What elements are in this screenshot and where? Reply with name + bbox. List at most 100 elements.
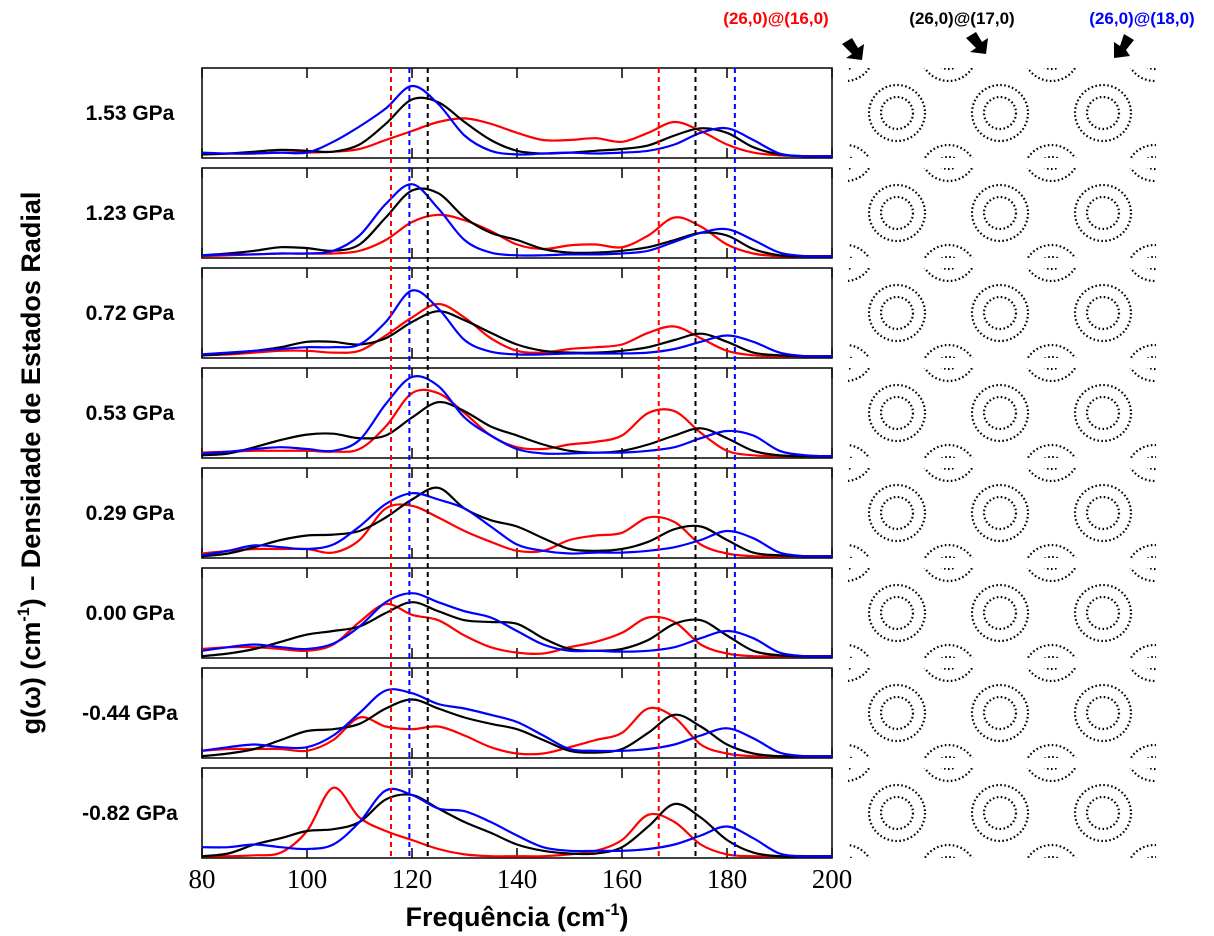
tube-inner xyxy=(982,795,1018,831)
tube-inner xyxy=(982,595,1018,631)
tube-inner xyxy=(778,497,810,529)
panel-label: 1.23 GPa xyxy=(86,202,175,225)
tube-inner xyxy=(982,695,1018,731)
tube-inner xyxy=(1146,68,1156,71)
tube-inner xyxy=(1190,97,1214,129)
tube-image xyxy=(778,568,1214,658)
tube-inner xyxy=(879,195,915,231)
tube-outer xyxy=(1129,368,1156,383)
tube-inner xyxy=(1085,695,1121,731)
tube-inner xyxy=(1085,95,1121,131)
tube-outer xyxy=(1073,83,1133,143)
tube-inner xyxy=(848,356,854,358)
tube-inner xyxy=(1043,555,1060,558)
tube-outer xyxy=(848,644,871,658)
tube-image xyxy=(848,68,1214,158)
series-line xyxy=(201,375,833,458)
tube-image xyxy=(766,368,1156,458)
series-line xyxy=(201,401,833,458)
tube-inner xyxy=(940,455,957,458)
panel-label: -0.44 GPa xyxy=(82,702,178,725)
tube-image xyxy=(766,468,1156,558)
tube-outer xyxy=(970,583,1030,643)
x-axis-label-main: Frequência (cm xyxy=(406,902,606,932)
tube-inner xyxy=(848,768,854,770)
tube-outer xyxy=(923,843,974,858)
tube-inner xyxy=(1190,597,1214,629)
series-line xyxy=(201,688,833,758)
panel-frame xyxy=(201,667,833,759)
tube-inner xyxy=(1043,668,1060,671)
tube-inner xyxy=(1043,255,1060,258)
tube-outer xyxy=(848,144,871,158)
tube-inner xyxy=(848,456,854,458)
tube-inner xyxy=(879,795,915,831)
panel-frame xyxy=(201,67,833,159)
tube-inner xyxy=(1043,755,1060,758)
tube-inner xyxy=(1043,568,1060,571)
arrow xyxy=(842,38,864,60)
y-axis-label-sup: -1 xyxy=(15,607,33,621)
tube-outer xyxy=(848,444,871,458)
tube-inner xyxy=(848,668,854,670)
tube-outer xyxy=(848,244,871,258)
x-tick-label: 120 xyxy=(392,864,433,894)
series-line xyxy=(201,187,833,258)
tube-inner xyxy=(1085,295,1121,331)
panel-label: 0.00 GPa xyxy=(86,602,175,625)
tube-inner xyxy=(1146,368,1156,371)
panel-frame xyxy=(201,567,833,659)
tube-outer xyxy=(1129,768,1156,783)
tube-inner xyxy=(848,256,854,258)
tube-outer xyxy=(1073,283,1133,343)
tube-outer xyxy=(766,385,822,441)
panel-label: 0.72 GPa xyxy=(86,302,175,325)
tube-inner xyxy=(879,295,915,331)
tube-outer xyxy=(1178,685,1214,741)
tube-outer xyxy=(1026,843,1077,858)
tube-inner xyxy=(848,756,854,758)
arrows xyxy=(842,32,1134,60)
tube-inner xyxy=(982,295,1018,331)
annotation: (26,0)@(17,0) xyxy=(909,9,1014,28)
tube-outer xyxy=(1129,843,1156,858)
x-tick-label: 100 xyxy=(287,864,328,894)
tube-inner xyxy=(1146,268,1156,271)
tube-outer xyxy=(766,485,822,541)
tube-inner xyxy=(848,556,854,558)
tube-inner xyxy=(1146,555,1156,558)
tube-inner xyxy=(1043,355,1060,358)
tube-inner xyxy=(982,495,1018,531)
tube-inner xyxy=(1085,195,1121,231)
x-tick-label: 200 xyxy=(812,864,853,894)
tube-inner xyxy=(940,268,957,271)
tube-inner xyxy=(848,368,854,370)
tube-inner xyxy=(1146,568,1156,571)
tube-inner xyxy=(1146,668,1156,671)
panel-label: 0.53 GPa xyxy=(86,402,175,425)
series-line xyxy=(201,310,833,358)
tube-inner xyxy=(1190,797,1214,829)
tube-inner xyxy=(879,395,915,431)
tube-outer xyxy=(1073,483,1133,543)
x-axis-label-sup: -1 xyxy=(605,901,619,919)
tube-inner xyxy=(1043,855,1060,858)
tube-outer xyxy=(970,483,1030,543)
series-line xyxy=(201,793,832,858)
tube-inner xyxy=(778,597,810,629)
tube-inner xyxy=(1043,268,1060,271)
tube-inner xyxy=(778,197,810,229)
tube-outer xyxy=(1178,85,1214,141)
tube-outer xyxy=(1129,468,1156,483)
tube-image xyxy=(778,168,1156,258)
x-tick-label: 140 xyxy=(497,864,538,894)
tube-inner xyxy=(848,168,854,170)
tube-outer xyxy=(1073,783,1133,843)
tube-outer xyxy=(1178,785,1214,841)
tube-inner xyxy=(778,697,810,729)
x-tick-label: 160 xyxy=(602,864,643,894)
series-line xyxy=(201,601,833,658)
y-axis-label-main: g(ω) (cm xyxy=(16,622,46,735)
tube-inner xyxy=(1043,655,1060,658)
